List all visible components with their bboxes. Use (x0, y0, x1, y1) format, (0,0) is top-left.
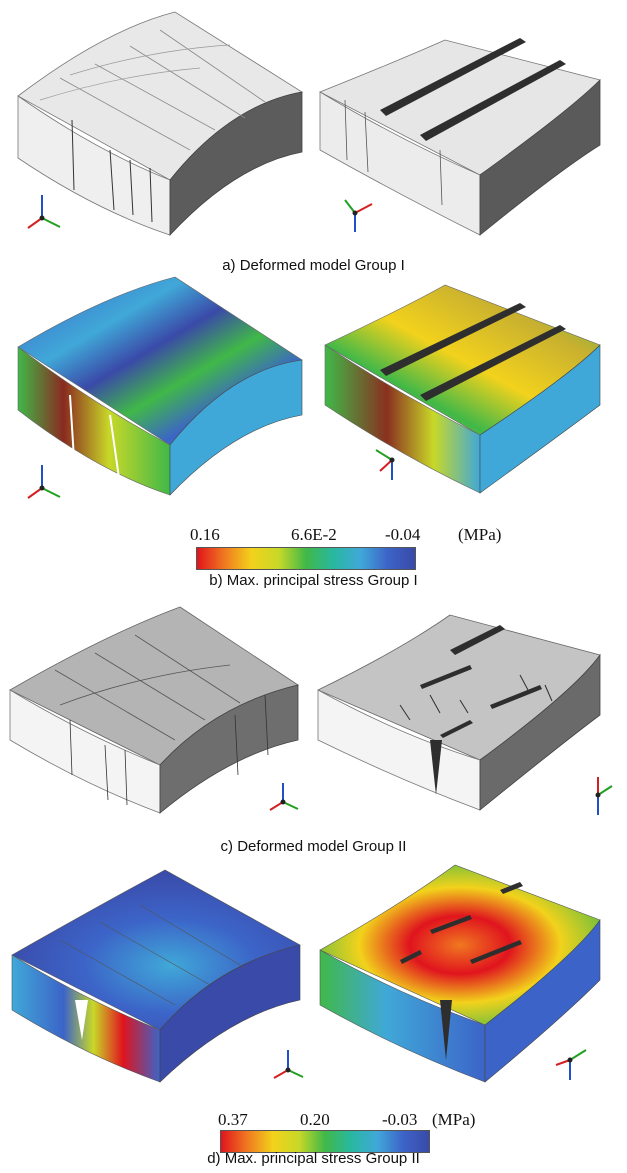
model-a-left (17, 11, 304, 237)
panel-c-models (9, 606, 613, 815)
panel-b-models (17, 276, 601, 499)
panel-a-deformed-group-1: a) Deformed model Group I (0, 0, 627, 274)
caption-b: b) Max. principal stress Group I (209, 572, 418, 589)
legend-d-tick-max: 0.37 (218, 1110, 248, 1129)
legend-d-colorbar (220, 1130, 430, 1153)
model-c-left (9, 606, 299, 814)
panel-c-deformed-group-2 (0, 595, 627, 835)
panel-d-stress-group-2 (0, 860, 627, 1105)
model-b-left (17, 276, 303, 496)
axis-triad-a-left (27, 195, 61, 229)
panel-d-models (11, 864, 601, 1083)
legend-b-tick-mid: 6.6E-2 (291, 525, 337, 544)
model-b-right (324, 284, 601, 494)
axis-triad-c-left (269, 783, 299, 811)
legend-d: 0.37 0.20 -0.03 (MPa) (0, 1110, 627, 1155)
legend-b-tick-max: 0.16 (190, 525, 220, 544)
legend-d-tick-mid: 0.20 (300, 1110, 330, 1129)
legend-b-tick-min: -0.04 (385, 525, 421, 544)
legend-b-colorbar (196, 547, 416, 570)
axis-triad-b-left (27, 465, 61, 499)
axis-triad-c-right (595, 777, 613, 815)
axis-triad-d-left (273, 1050, 304, 1079)
legend-d-unit: (MPa) (432, 1110, 476, 1129)
axis-triad-b-right (375, 449, 395, 480)
model-a-right (319, 38, 601, 236)
axis-triad-a-right (344, 199, 373, 232)
caption-a: a) Deformed model Group I (222, 257, 405, 274)
panel-a-models (17, 11, 601, 237)
legend-b-unit: (MPa) (458, 525, 502, 544)
panel-b-stress-group-1 (0, 275, 627, 515)
legend-b: 0.16 6.6E-2 -0.04 (MPa) (0, 525, 627, 575)
model-d-right (319, 864, 601, 1083)
axis-triad-d-right (555, 1049, 587, 1080)
caption-c: c) Deformed model Group II (220, 838, 407, 855)
legend-d-tick-min: -0.03 (382, 1110, 418, 1129)
model-d-left (11, 869, 301, 1083)
model-c-right (317, 614, 601, 811)
caption-d: d) Max. principal stress Group II (207, 1150, 420, 1167)
